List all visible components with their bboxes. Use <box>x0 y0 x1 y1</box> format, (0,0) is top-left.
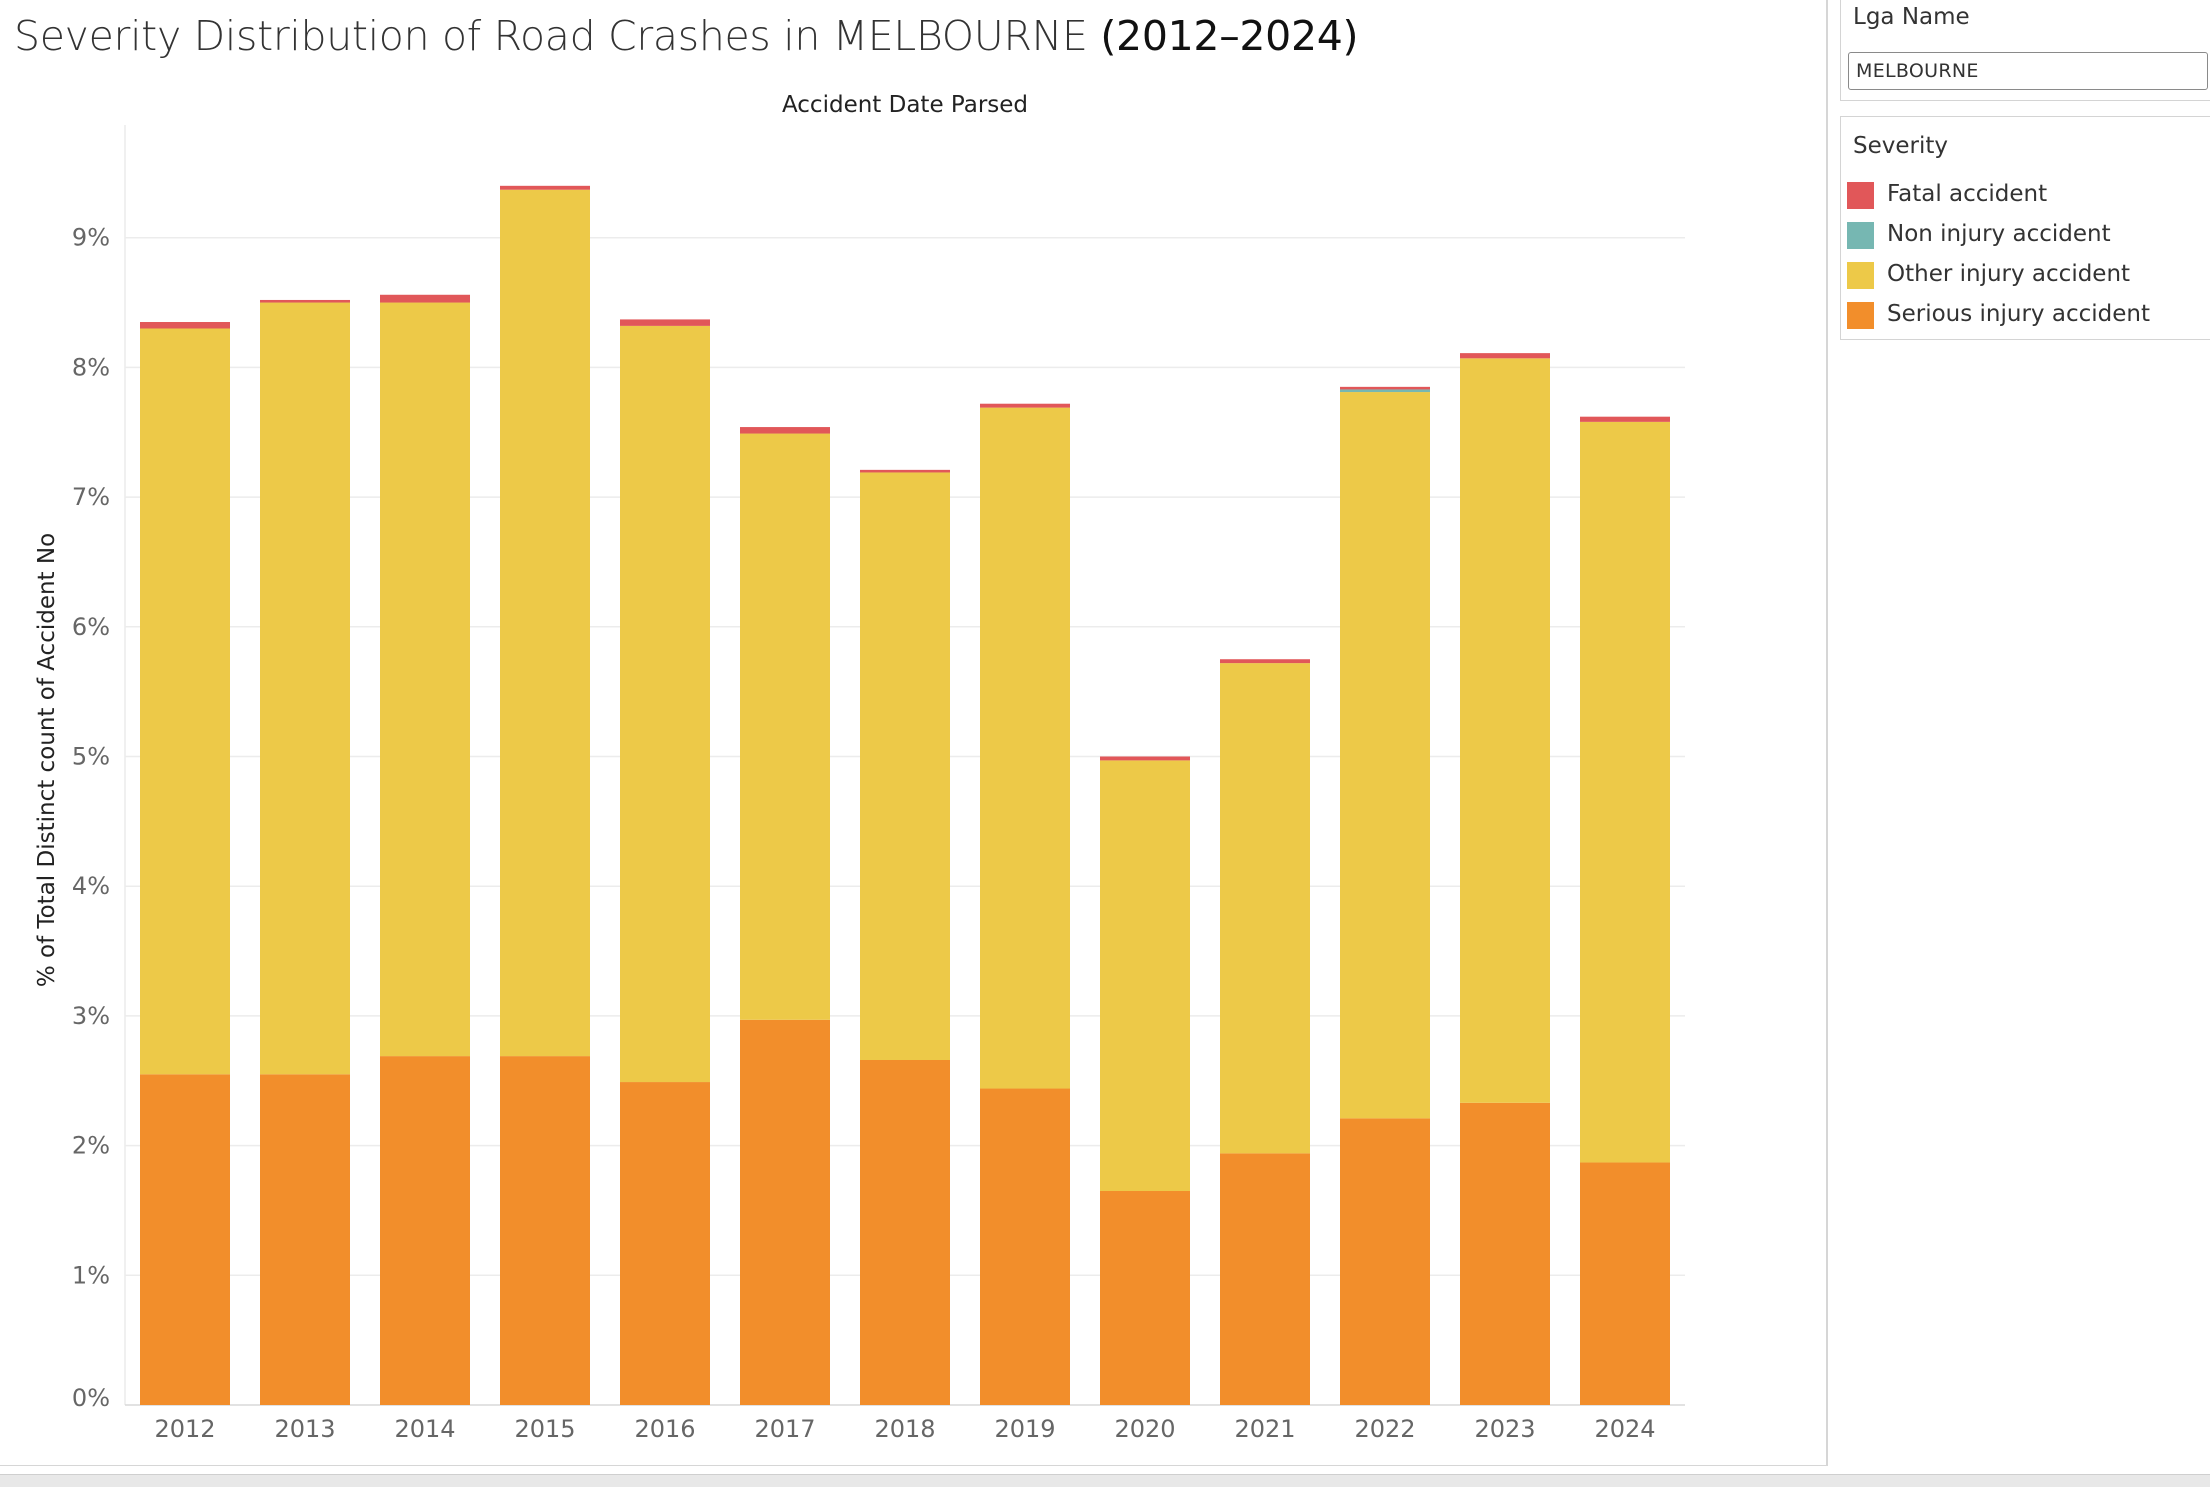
bar-segment-other-injury-accident-2022[interactable] <box>1340 392 1430 1119</box>
y-tick-label: 7% <box>72 483 110 511</box>
x-axis-ticks: 2012 2013 2014 2015 2016 2017 2018 2019 2020 2021… <box>154 1415 1655 1443</box>
bar-segment-serious-injury-accident-2017[interactable] <box>740 1019 830 1405</box>
chart-title: Severity Distribution of Road Crashes in… <box>14 12 1359 60</box>
bar-segment-serious-injury-accident-2014[interactable] <box>380 1056 470 1405</box>
x-tick-label: 2021 <box>1234 1415 1295 1443</box>
bar-segment-other-injury-accident-2017[interactable] <box>740 433 830 1020</box>
stacked-bar-chart: 0%1%2%3%4%5%6%7%8%9% 2012 2013 2014 2015 201… <box>34 92 1685 1443</box>
bar-segment-other-injury-accident-2016[interactable] <box>620 325 710 1083</box>
bar-segment-fatal-accident-2015[interactable] <box>500 185 590 190</box>
legend-swatch <box>1847 222 1874 249</box>
chart-title-years: (2012–2024) <box>1100 12 1359 60</box>
bar-segment-other-injury-accident-2013[interactable] <box>260 302 350 1075</box>
bar-segment-fatal-accident-2014[interactable] <box>380 294 470 303</box>
bar-segment-fatal-accident-2013[interactable] <box>260 299 350 303</box>
x-tick-label: 2023 <box>1474 1415 1535 1443</box>
bar-segment-fatal-accident-2023[interactable] <box>1460 353 1550 359</box>
legend-label: Non injury accident <box>1887 221 2111 247</box>
bar-segment-fatal-accident-2020[interactable] <box>1100 756 1190 761</box>
bar-segment-serious-injury-accident-2016[interactable] <box>620 1082 710 1405</box>
legend-item-serious-injury[interactable]: Serious injury accident <box>1847 300 2207 332</box>
bar-segment-fatal-accident-2024[interactable] <box>1580 416 1670 422</box>
y-tick-label: 8% <box>72 353 110 381</box>
legend-swatch <box>1847 262 1874 289</box>
legend-title: Severity <box>1853 133 1948 159</box>
bar-segment-fatal-accident-2018[interactable] <box>860 469 950 473</box>
legend-item-other-injury[interactable]: Other injury accident <box>1847 260 2207 292</box>
x-tick-label: 2020 <box>1114 1415 1175 1443</box>
bar-segment-serious-injury-accident-2023[interactable] <box>1460 1102 1550 1405</box>
x-tick-label: 2015 <box>514 1415 575 1443</box>
y-tick-label: 2% <box>72 1132 110 1160</box>
bar-segment-serious-injury-accident-2015[interactable] <box>500 1056 590 1405</box>
y-tick-label: 5% <box>72 743 110 771</box>
lga-filter-card: Lga Name MELBOURNE <box>1840 0 2210 101</box>
bar-segment-other-injury-accident-2018[interactable] <box>860 472 950 1060</box>
y-tick-label: 1% <box>72 1261 110 1289</box>
x-tick-label: 2016 <box>634 1415 695 1443</box>
y-axis-ticks: 0% 1% 2% 3% 4% 5% 6% 7% 8% 9% <box>72 224 110 1412</box>
bar-segment-other-injury-accident-2015[interactable] <box>500 189 590 1057</box>
bar-segment-fatal-accident-2019[interactable] <box>980 403 1070 408</box>
bars <box>140 185 1670 1405</box>
legend-label: Other injury accident <box>1887 261 2131 287</box>
bar-segment-serious-injury-accident-2021[interactable] <box>1220 1153 1310 1405</box>
bar-segment-serious-injury-accident-2020[interactable] <box>1100 1190 1190 1405</box>
bar-segment-other-injury-accident-2014[interactable] <box>380 302 470 1057</box>
bar-segment-fatal-accident-2022[interactable] <box>1340 386 1430 390</box>
lga-name-input[interactable]: MELBOURNE <box>1848 52 2208 90</box>
bar-segment-serious-injury-accident-2012[interactable] <box>140 1074 230 1405</box>
bar-segment-other-injury-accident-2019[interactable] <box>980 407 1070 1089</box>
x-tick-label: 2012 <box>154 1415 215 1443</box>
x-axis-title: Accident Date Parsed <box>782 92 1028 118</box>
y-tick-label: 3% <box>72 1002 110 1030</box>
bar-segment-other-injury-accident-2024[interactable] <box>1580 421 1670 1163</box>
legend-label: Fatal accident <box>1887 181 2048 207</box>
bar-segment-serious-injury-accident-2022[interactable] <box>1340 1118 1430 1405</box>
legend-swatch <box>1847 302 1874 329</box>
legend-item-non-injury[interactable]: Non injury accident <box>1847 220 2207 252</box>
bar-segment-serious-injury-accident-2013[interactable] <box>260 1074 350 1405</box>
chart-title-main: Severity Distribution of Road Crashes in… <box>14 12 1088 60</box>
bar-segment-other-injury-accident-2020[interactable] <box>1100 760 1190 1191</box>
bar-segment-serious-injury-accident-2019[interactable] <box>980 1088 1070 1405</box>
bottom-scrollbar-strip <box>0 1474 2210 1487</box>
bar-segment-fatal-accident-2016[interactable] <box>620 319 710 326</box>
bar-segment-serious-injury-accident-2024[interactable] <box>1580 1162 1670 1405</box>
x-tick-label: 2017 <box>754 1415 815 1443</box>
y-tick-label: 0% <box>72 1384 110 1412</box>
x-tick-label: 2024 <box>1594 1415 1655 1443</box>
x-tick-label: 2013 <box>274 1415 335 1443</box>
bar-segment-other-injury-accident-2012[interactable] <box>140 328 230 1075</box>
x-tick-label: 2022 <box>1354 1415 1415 1443</box>
y-tick-label: 4% <box>72 872 110 900</box>
side-panel-divider <box>1826 0 1828 1466</box>
y-tick-label: 6% <box>72 613 110 641</box>
bar-segment-non-injury-accident-2022[interactable] <box>1340 389 1430 393</box>
bar-segment-serious-injury-accident-2018[interactable] <box>860 1059 950 1405</box>
legend-swatch <box>1847 182 1874 209</box>
bar-segment-other-injury-accident-2021[interactable] <box>1220 663 1310 1154</box>
x-tick-label: 2018 <box>874 1415 935 1443</box>
y-tick-label: 9% <box>72 224 110 252</box>
bar-segment-fatal-accident-2017[interactable] <box>740 427 830 434</box>
y-axis-title: % of Total Distinct count of Accident No <box>34 533 60 987</box>
legend-item-fatal[interactable]: Fatal accident <box>1847 180 2207 212</box>
bar-segment-fatal-accident-2021[interactable] <box>1220 659 1310 664</box>
legend-label: Serious injury accident <box>1887 301 2150 327</box>
severity-legend: Severity Fatal accident Non injury accid… <box>1840 116 2210 340</box>
bar-segment-fatal-accident-2012[interactable] <box>140 322 230 329</box>
x-tick-label: 2019 <box>994 1415 1055 1443</box>
x-tick-label: 2014 <box>394 1415 455 1443</box>
bar-segment-other-injury-accident-2023[interactable] <box>1460 358 1550 1103</box>
filter-title: Lga Name <box>1853 4 1970 30</box>
